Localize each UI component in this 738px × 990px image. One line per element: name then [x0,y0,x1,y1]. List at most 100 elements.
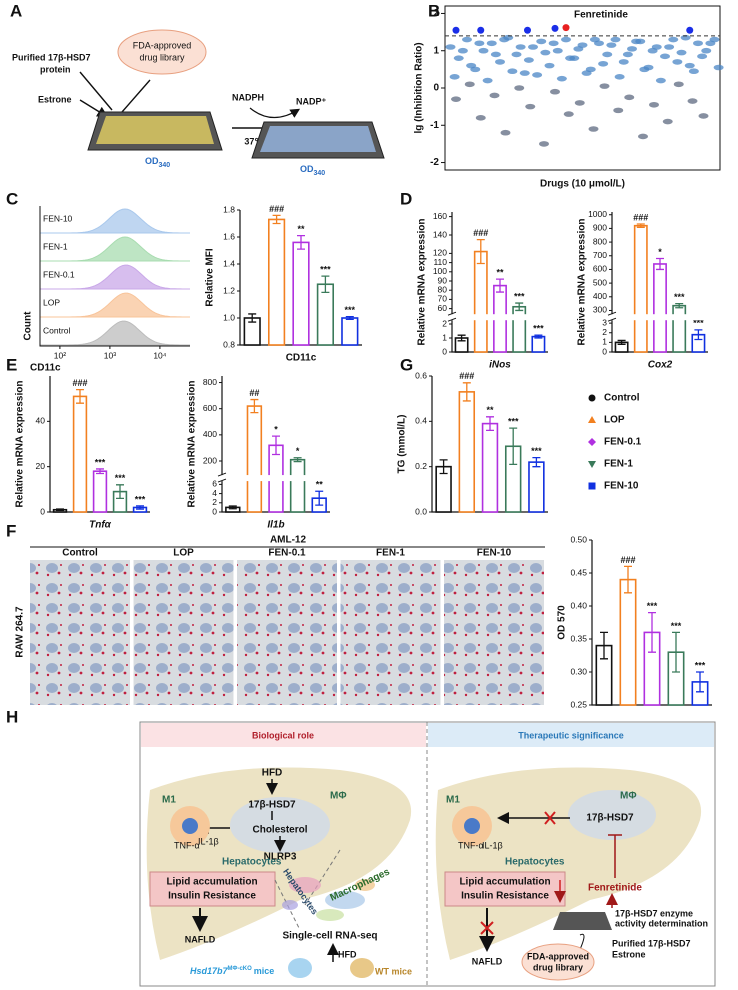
density-curve [40,236,190,262]
data-point [453,55,464,61]
data-point [589,36,600,43]
significance-label: ** [316,480,324,490]
series-label: FEN-0.1 [43,269,75,279]
series-label: FEN-1 [43,241,68,251]
label: Hepatocytes [222,857,282,868]
plot-frame [444,5,721,171]
error-bar [297,235,305,250]
label: NAFLD [185,934,216,944]
nucleus [464,818,480,834]
density-curve [40,292,190,318]
y-tick-label: 1.4 [223,258,235,268]
library-ellipse [521,943,595,981]
data-point [610,36,621,43]
data-point [684,62,695,69]
data-point [638,133,648,140]
data-point [532,72,543,78]
y-tick-label: 0.4 [415,416,427,426]
y-tick-label: 2 [602,327,607,337]
error-bar [462,382,471,402]
label: TNF-α [458,840,484,850]
y-tick-label: 6 [212,479,217,489]
data-point [551,24,559,32]
bar [531,335,546,353]
significance-label: * [296,446,300,456]
data-point [475,115,486,121]
micrograph [133,560,234,705]
bar [246,405,263,513]
significance-label: *** [508,417,519,427]
y-tick-label: 40 [36,416,46,426]
error-bar [696,671,704,693]
y-axis-label: Relative mRNA expression [15,381,26,508]
y-tick-label: 300 [593,305,607,315]
y-tick-label: 0.50 [570,534,587,544]
y-tick-label: 110 [433,257,447,267]
arrow [272,811,280,849]
data-point [581,70,592,76]
y-tick-label: 90 [438,275,448,285]
error-bar [656,257,664,271]
x-axis-label: Drugs (10 μmol/L) [540,179,625,190]
panel-title: AML-12 [270,535,307,546]
outcome-box [444,871,566,907]
data-point [676,49,687,56]
data-point [662,118,673,125]
data-point [588,126,599,132]
significance-label: ### [620,555,635,565]
y-tick-label: 0 [212,506,217,516]
y-tick-label: 60 [438,303,448,313]
significance-label: ** [486,405,494,415]
y-tick-label: 600 [203,403,217,413]
label: Cholesterol [252,825,307,836]
data-point [649,101,659,108]
error-bar [56,508,64,512]
significance-label: ## [249,388,259,398]
plate-wells [260,126,376,152]
significance-label: * [274,425,278,435]
break-mark [217,472,227,483]
data-point [499,36,510,43]
label: Purified 17β-HSD7 [12,52,91,62]
y-tick-label: 0 [433,83,439,94]
data-point [540,49,551,56]
liver [146,767,412,960]
legend-label: LOP [604,415,625,426]
label: NLRP3 [264,852,297,863]
tsne-clusters [282,877,375,921]
bar [267,218,286,346]
data-point [698,113,709,119]
label: MΦ [330,791,347,802]
y-tick-label: 0.8 [223,339,235,349]
data-point [672,59,683,65]
y-tick-label: 1000 [588,209,607,219]
y-tick-label: 900 [593,223,607,233]
y-tick-label: 1.6 [223,231,235,241]
data-point [664,44,675,50]
label: M1 [446,795,460,806]
label: FDA-approved [527,951,589,961]
data-point [561,36,571,43]
y-tick-label: 120 [433,248,447,258]
data-point [688,68,699,75]
y-tick-label: 1.0 [223,312,235,322]
micrograph [237,560,337,705]
data-point [464,81,475,88]
significance-label: ** [496,268,504,278]
plate-wells [96,116,214,144]
data-point [524,26,531,34]
data-point [539,141,549,147]
data-point [452,26,460,34]
data-point [599,83,610,89]
data-point [624,94,635,101]
error-bar [250,398,259,414]
label: protein [40,64,71,74]
panel-label: A [10,1,22,20]
y-tick-label: 1 [433,45,439,56]
error-bar [293,457,302,463]
data-point [713,64,724,71]
data-point [613,107,624,114]
data-point [565,55,576,61]
y-axis-label: Count [23,311,34,341]
block-mark [480,921,494,935]
